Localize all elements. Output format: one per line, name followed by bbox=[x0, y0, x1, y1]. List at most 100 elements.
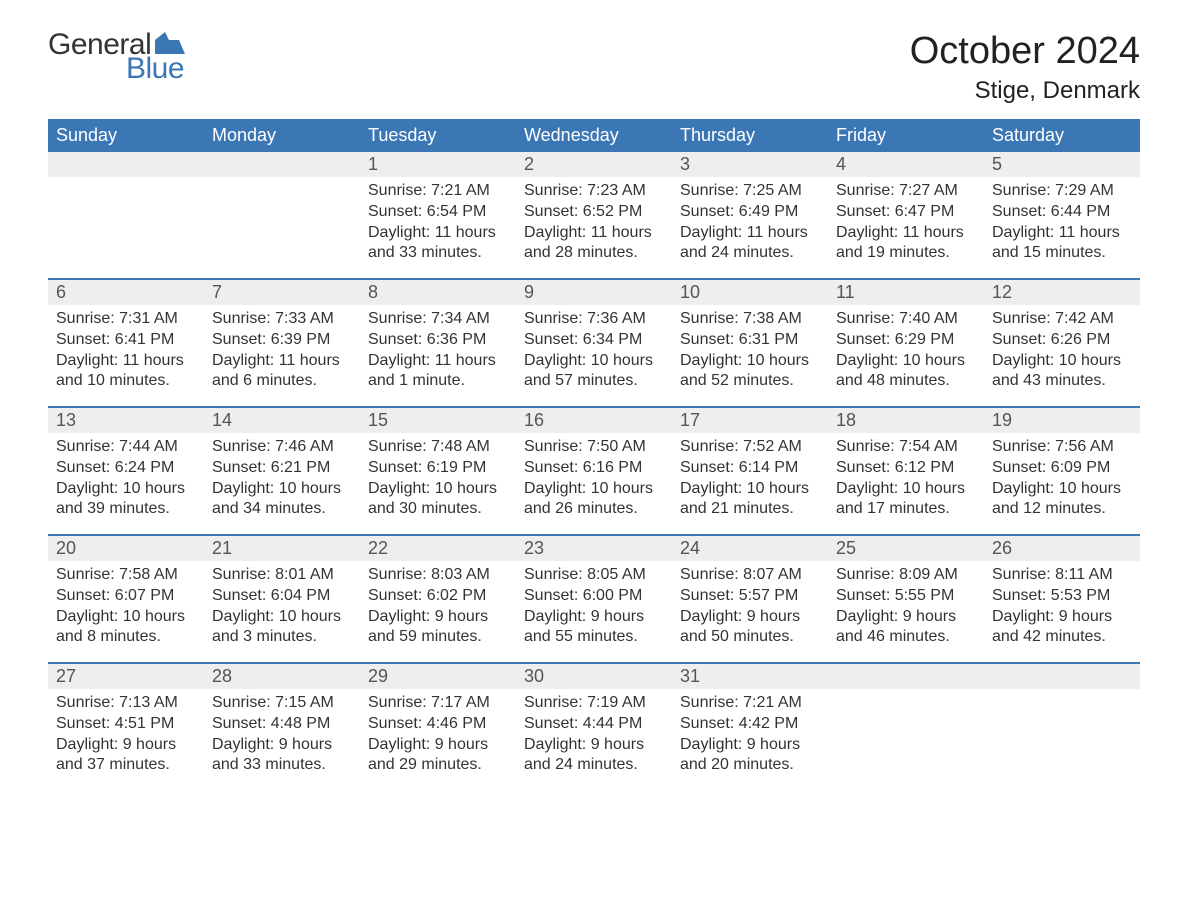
day-sunset: Sunset: 5:57 PM bbox=[680, 586, 820, 607]
day-daylight1: Daylight: 10 hours bbox=[524, 479, 664, 500]
day-sunset: Sunset: 5:53 PM bbox=[992, 586, 1132, 607]
day-body: Sunrise: 7:23 AMSunset: 6:52 PMDaylight:… bbox=[516, 177, 672, 272]
day-number: 12 bbox=[984, 280, 1140, 305]
day-sunrise: Sunrise: 7:40 AM bbox=[836, 309, 976, 330]
calendar-day: 20Sunrise: 7:58 AMSunset: 6:07 PMDayligh… bbox=[48, 536, 204, 662]
calendar-day bbox=[48, 152, 204, 278]
day-daylight2: and 20 minutes. bbox=[680, 755, 820, 776]
day-sunrise: Sunrise: 7:56 AM bbox=[992, 437, 1132, 458]
day-sunset: Sunset: 6:52 PM bbox=[524, 202, 664, 223]
day-sunset: Sunset: 6:39 PM bbox=[212, 330, 352, 351]
month-title: October 2024 bbox=[910, 30, 1140, 73]
weekday-sunday: Sunday bbox=[48, 119, 204, 152]
weekday-saturday: Saturday bbox=[984, 119, 1140, 152]
day-sunset: Sunset: 6:04 PM bbox=[212, 586, 352, 607]
day-daylight1: Daylight: 10 hours bbox=[368, 479, 508, 500]
day-sunrise: Sunrise: 8:11 AM bbox=[992, 565, 1132, 586]
day-sunset: Sunset: 6:47 PM bbox=[836, 202, 976, 223]
day-daylight1: Daylight: 10 hours bbox=[56, 607, 196, 628]
day-sunrise: Sunrise: 7:42 AM bbox=[992, 309, 1132, 330]
day-body: Sunrise: 7:25 AMSunset: 6:49 PMDaylight:… bbox=[672, 177, 828, 272]
day-number: 31 bbox=[672, 664, 828, 689]
day-number: 30 bbox=[516, 664, 672, 689]
calendar-day bbox=[984, 664, 1140, 790]
day-daylight2: and 17 minutes. bbox=[836, 499, 976, 520]
day-sunset: Sunset: 6:16 PM bbox=[524, 458, 664, 479]
calendar-day: 31Sunrise: 7:21 AMSunset: 4:42 PMDayligh… bbox=[672, 664, 828, 790]
calendar-day: 4Sunrise: 7:27 AMSunset: 6:47 PMDaylight… bbox=[828, 152, 984, 278]
day-sunrise: Sunrise: 7:25 AM bbox=[680, 181, 820, 202]
day-sunrise: Sunrise: 8:03 AM bbox=[368, 565, 508, 586]
day-number: 9 bbox=[516, 280, 672, 305]
day-number: 21 bbox=[204, 536, 360, 561]
day-sunset: Sunset: 6:36 PM bbox=[368, 330, 508, 351]
day-sunrise: Sunrise: 7:52 AM bbox=[680, 437, 820, 458]
day-sunset: Sunset: 6:21 PM bbox=[212, 458, 352, 479]
calendar-day: 16 Sunrise: 7:50 AMSunset: 6:16 PMDayligh… bbox=[516, 408, 672, 534]
day-daylight2: and 24 minutes. bbox=[680, 243, 820, 264]
day-sunset: Sunset: 6:07 PM bbox=[56, 586, 196, 607]
calendar-day: 29Sunrise: 7:17 AMSunset: 4:46 PMDayligh… bbox=[360, 664, 516, 790]
day-body: Sunrise: 7:29 AMSunset: 6:44 PMDaylight:… bbox=[984, 177, 1140, 272]
day-sunrise: Sunrise: 7:50 AM bbox=[524, 437, 664, 458]
day-daylight2: and 52 minutes. bbox=[680, 371, 820, 392]
calendar-day: 23Sunrise: 8:05 AMSunset: 6:00 PMDayligh… bbox=[516, 536, 672, 662]
day-sunrise: Sunrise: 7:46 AM bbox=[212, 437, 352, 458]
day-daylight1: Daylight: 9 hours bbox=[836, 607, 976, 628]
day-daylight2: and 37 minutes. bbox=[56, 755, 196, 776]
day-sunrise: Sunrise: 7:48 AM bbox=[368, 437, 508, 458]
day-daylight2: and 19 minutes. bbox=[836, 243, 976, 264]
day-sunset: Sunset: 4:48 PM bbox=[212, 714, 352, 735]
day-sunset: Sunset: 6:29 PM bbox=[836, 330, 976, 351]
day-daylight1: Daylight: 11 hours bbox=[524, 223, 664, 244]
day-daylight2: and 50 minutes. bbox=[680, 627, 820, 648]
day-number bbox=[204, 152, 360, 177]
day-sunset: Sunset: 5:55 PM bbox=[836, 586, 976, 607]
day-number: 27 bbox=[48, 664, 204, 689]
day-daylight1: Daylight: 10 hours bbox=[680, 351, 820, 372]
day-sunset: Sunset: 6:19 PM bbox=[368, 458, 508, 479]
calendar-day: 8Sunrise: 7:34 AMSunset: 6:36 PMDaylight… bbox=[360, 280, 516, 406]
day-daylight2: and 43 minutes. bbox=[992, 371, 1132, 392]
day-daylight2: and 29 minutes. bbox=[368, 755, 508, 776]
day-sunrise: Sunrise: 8:07 AM bbox=[680, 565, 820, 586]
day-number: 4 bbox=[828, 152, 984, 177]
calendar-week: 20Sunrise: 7:58 AMSunset: 6:07 PMDayligh… bbox=[48, 534, 1140, 662]
day-sunrise: Sunrise: 7:15 AM bbox=[212, 693, 352, 714]
day-body: Sunrise: 7:17 AMSunset: 4:46 PMDaylight:… bbox=[360, 689, 516, 784]
day-daylight2: and 33 minutes. bbox=[212, 755, 352, 776]
day-daylight1: Daylight: 10 hours bbox=[992, 351, 1132, 372]
day-body: Sunrise: 7:46 AMSunset: 6:21 PMDaylight:… bbox=[204, 433, 360, 528]
day-body: Sunrise: 7:13 AMSunset: 4:51 PMDaylight:… bbox=[48, 689, 204, 784]
day-sunset: Sunset: 6:02 PM bbox=[368, 586, 508, 607]
weekday-friday: Friday bbox=[828, 119, 984, 152]
day-daylight2: and 42 minutes. bbox=[992, 627, 1132, 648]
day-daylight1: Daylight: 9 hours bbox=[524, 607, 664, 628]
day-number: 3 bbox=[672, 152, 828, 177]
day-body: Sunrise: 7:34 AMSunset: 6:36 PMDaylight:… bbox=[360, 305, 516, 400]
day-sunrise: Sunrise: 7:58 AM bbox=[56, 565, 196, 586]
weekday-thursday: Thursday bbox=[672, 119, 828, 152]
day-daylight1: Daylight: 10 hours bbox=[212, 479, 352, 500]
day-body: Sunrise: 8:01 AMSunset: 6:04 PMDaylight:… bbox=[204, 561, 360, 656]
day-body: Sunrise: 7:56 AMSunset: 6:09 PMDaylight:… bbox=[984, 433, 1140, 528]
calendar-week: 1Sunrise: 7:21 AMSunset: 6:54 PMDaylight… bbox=[48, 152, 1140, 278]
day-daylight2: and 15 minutes. bbox=[992, 243, 1132, 264]
weekday-wednesday: Wednesday bbox=[516, 119, 672, 152]
header: General Blue October 2024 Stige, Denmark bbox=[48, 30, 1140, 105]
day-sunrise: Sunrise: 7:19 AM bbox=[524, 693, 664, 714]
calendar-day: 11Sunrise: 7:40 AMSunset: 6:29 PMDayligh… bbox=[828, 280, 984, 406]
day-daylight1: Daylight: 9 hours bbox=[524, 735, 664, 756]
day-number: 16 bbox=[516, 408, 672, 433]
day-daylight2: and 1 minute. bbox=[368, 371, 508, 392]
calendar-day: 18Sunrise: 7:54 AMSunset: 6:12 PMDayligh… bbox=[828, 408, 984, 534]
day-number: 28 bbox=[204, 664, 360, 689]
day-number: 5 bbox=[984, 152, 1140, 177]
day-number: 10 bbox=[672, 280, 828, 305]
day-body: Sunrise: 7:15 AMSunset: 4:48 PMDaylight:… bbox=[204, 689, 360, 784]
day-sunrise: Sunrise: 8:09 AM bbox=[836, 565, 976, 586]
day-daylight2: and 46 minutes. bbox=[836, 627, 976, 648]
day-sunset: Sunset: 4:44 PM bbox=[524, 714, 664, 735]
day-daylight1: Daylight: 11 hours bbox=[56, 351, 196, 372]
day-body: Sunrise: 8:09 AMSunset: 5:55 PMDaylight:… bbox=[828, 561, 984, 656]
